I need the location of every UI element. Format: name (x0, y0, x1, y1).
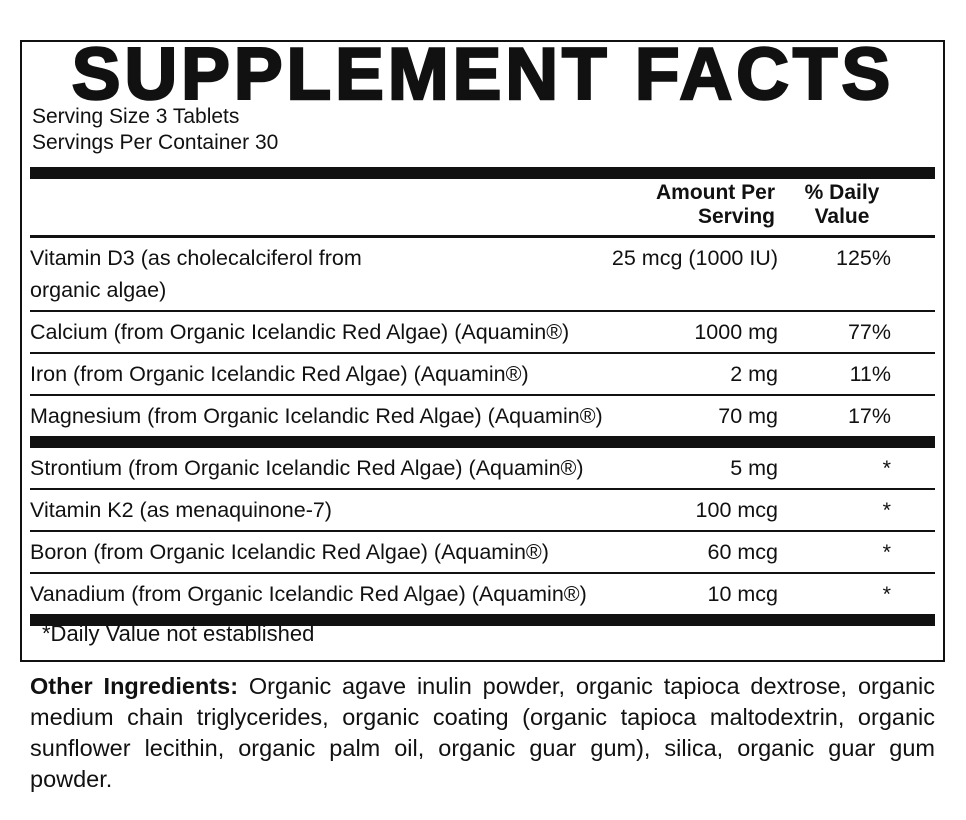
nutrient-daily-value: 125% (836, 246, 891, 270)
nutrient-row: Boron (from Organic Icelandic Red Algae)… (30, 532, 935, 574)
other-ingredients-label: Other Ingredients: (30, 673, 239, 699)
nutrient-row: Iron (from Organic Icelandic Red Algae) … (30, 354, 935, 396)
title: SUPPLEMENT FACTS (71, 34, 895, 115)
nutrient-name: Magnesium (from Organic Icelandic Red Al… (30, 404, 603, 428)
nutrient-name: Calcium (from Organic Icelandic Red Alga… (30, 320, 570, 344)
nutrient-daily-value: 11% (849, 362, 891, 386)
serving-size: Serving Size 3 Tablets (32, 105, 240, 128)
other-ingredients-text: Organic agave inulin powder, organic tap… (30, 673, 936, 792)
servings-per-container: Servings Per Container 30 (32, 131, 279, 154)
nutrient-amount: 60 mcg (707, 540, 778, 564)
table-header: Amount Per Serving % Daily Value (30, 181, 935, 229)
nutrient-row: Vanadium (from Organic Icelandic Red Alg… (30, 574, 935, 614)
amount-header: Amount Per Serving (655, 181, 775, 228)
nutrient-name: Iron (from Organic Icelandic Red Algae) … (30, 362, 529, 386)
nutrient-amount: 2 mg (730, 362, 778, 386)
nutrient-table: Vitamin D3 (as cholecalciferol from orga… (30, 238, 935, 626)
spacer (30, 181, 605, 229)
nutrient-daily-value: 77% (847, 320, 891, 344)
daily-value-header: % Daily Value (804, 181, 880, 228)
nutrient-amount: 1000 mg (694, 320, 778, 344)
nutrient-amount: 25 mcg (1000 IU) (611, 246, 778, 270)
nutrient-amount: 70 mg (718, 404, 778, 428)
nutrient-daily-value: * (882, 540, 891, 564)
nutrient-row: Calcium (from Organic Icelandic Red Alga… (30, 312, 935, 354)
nutrient-name: Vanadium (from Organic Icelandic Red Alg… (30, 582, 587, 606)
nutrient-name: Vitamin D3 (as cholecalciferol from orga… (30, 246, 362, 302)
nutrient-name: Strontium (from Organic Icelandic Red Al… (30, 456, 584, 480)
footnote: *Daily Value not established (42, 621, 315, 646)
thick-rule (30, 436, 935, 448)
nutrient-daily-value: * (882, 456, 891, 480)
nutrient-daily-value: * (882, 498, 891, 522)
thick-rule (30, 614, 935, 626)
nutrient-row: Vitamin D3 (as cholecalciferol from orga… (30, 238, 935, 312)
thick-rule (30, 167, 935, 179)
nutrient-row: Magnesium (from Organic Icelandic Red Al… (30, 396, 935, 436)
nutrient-amount: 5 mg (730, 456, 778, 480)
nutrient-daily-value: 17% (847, 404, 891, 428)
nutrient-row: Strontium (from Organic Icelandic Red Al… (30, 448, 935, 490)
nutrient-row: Vitamin K2 (as menaquinone-7) 100 mcg * (30, 490, 935, 532)
nutrient-name: Boron (from Organic Icelandic Red Algae)… (30, 540, 549, 564)
label-border (20, 40, 945, 662)
nutrient-amount: 100 mcg (695, 498, 778, 522)
nutrient-daily-value: * (882, 582, 891, 606)
rule (30, 235, 935, 238)
nutrient-name: Vitamin K2 (as menaquinone-7) (30, 498, 332, 522)
nutrient-amount: 10 mcg (707, 582, 778, 606)
other-ingredients: Other Ingredients: Organic agave inulin … (30, 671, 935, 795)
